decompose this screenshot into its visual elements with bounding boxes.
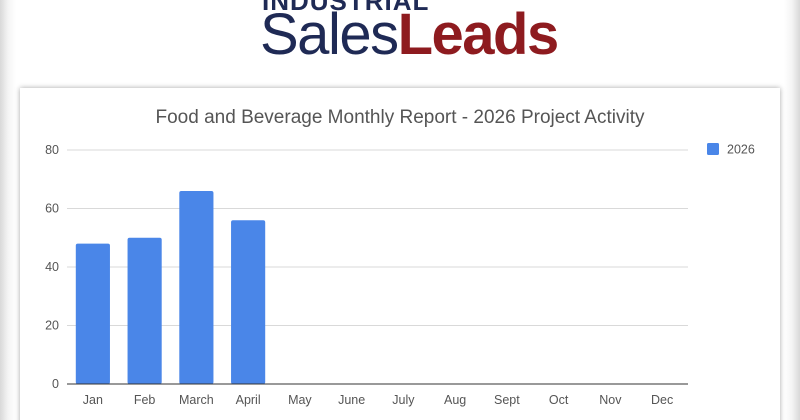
chart-title: Food and Beverage Monthly Report - 2026 … (156, 107, 645, 128)
legend-swatch (707, 143, 719, 155)
logo-top-text: INDUSTRIAL (262, 0, 430, 16)
y-axis-ticks: 0 20 40 60 80 (45, 143, 59, 391)
logo-main-text: SalesLeads (260, 2, 560, 68)
grid-lines (67, 149, 688, 326)
bars (75, 190, 266, 384)
x-tick-label: Oct (549, 393, 569, 407)
legend[interactable]: 2026 (707, 143, 755, 157)
y-tick-label: 0 (52, 377, 59, 391)
x-tick-label: May (288, 393, 312, 407)
x-tick-label: April (236, 393, 261, 407)
x-tick-label: July (392, 393, 415, 407)
y-tick-label: 20 (45, 319, 59, 333)
x-tick-label: June (338, 393, 365, 407)
x-tick-label: Sept (494, 393, 520, 407)
x-tick-label: Dec (651, 393, 673, 407)
bar-march[interactable] (179, 190, 214, 384)
bar-jan[interactable] (75, 243, 110, 384)
x-tick-label: Jan (83, 393, 103, 407)
logo: INDUSTRIAL SalesLeads (0, 0, 800, 80)
x-tick-label: March (179, 393, 214, 407)
y-tick-label: 80 (45, 143, 59, 157)
x-axis-ticks: Jan Feb March April May June July Aug Sept Oct Nov… (83, 393, 673, 407)
logo-leads-text: Leads (397, 2, 560, 67)
y-tick-label: 40 (45, 260, 59, 274)
bar-feb[interactable] (127, 237, 162, 384)
bar-chart: Food and Beverage Monthly Report - 2026 … (45, 107, 755, 407)
logo-sales-text: Sales (260, 2, 399, 67)
bar-april[interactable] (231, 220, 266, 384)
x-tick-label: Aug (444, 393, 466, 407)
chart-card: Food and Beverage Monthly Report - 2026 … (20, 88, 780, 420)
y-tick-label: 60 (45, 202, 59, 216)
x-tick-label: Feb (134, 393, 156, 407)
legend-label: 2026 (727, 143, 755, 157)
x-tick-label: Nov (599, 393, 622, 407)
